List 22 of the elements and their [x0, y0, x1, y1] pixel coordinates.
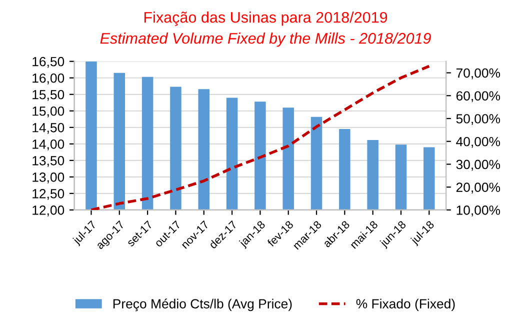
y2-tick-label: 60,00% [456, 91, 500, 102]
y-tick-label: 12,00 [32, 206, 64, 216]
chart-subtitle: Estimated Volume Fixed by the Mills - 2018/2019 [100, 32, 431, 47]
y2-tick-label: 40,00% [456, 136, 500, 148]
y2-tick-label: 10,00% [456, 206, 500, 216]
y2-tick-label: 70,00% [456, 68, 500, 80]
y-tick-label: 14,00 [32, 139, 64, 150]
y2-tick-label: 20,00% [456, 182, 500, 194]
y-tick-label: 15,50 [32, 90, 64, 101]
y2-tick-label: 30,00% [456, 160, 500, 171]
chart-title: Fixação das Usinas para 2018/2019 [144, 12, 388, 26]
y-tick-label: 15,00 [32, 106, 64, 118]
legend-label: % Fixado (Fixed) [356, 298, 455, 312]
y2-tick-label: 50,00% [456, 114, 500, 125]
y-tick-label: 13,50 [32, 156, 64, 167]
y-tick-label: 14,50 [32, 122, 64, 134]
legend-label: Preço Médio Cts/lb (Avg Price) [113, 298, 292, 312]
y-tick-label: 12,50 [32, 189, 64, 200]
line-series [90, 64, 431, 210]
y-tick-label: 16,00 [32, 73, 64, 84]
y-tick-label: 13,00 [32, 172, 64, 184]
y-tick-label: 16,50 [32, 56, 64, 68]
